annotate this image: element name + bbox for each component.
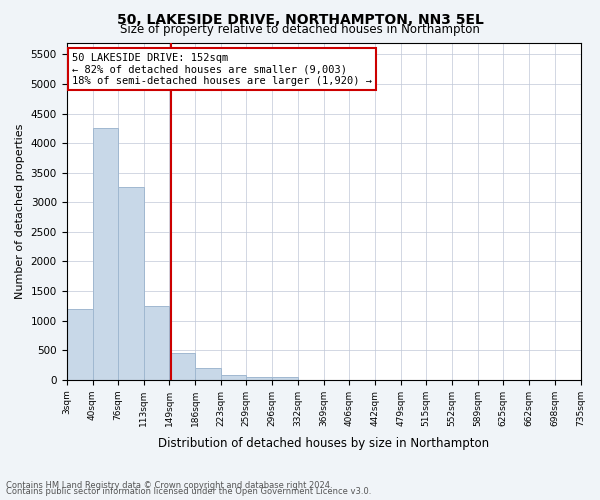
- Bar: [144, 306, 169, 380]
- Bar: [169, 353, 195, 380]
- Bar: [92, 128, 118, 380]
- Bar: [195, 368, 221, 380]
- Bar: [67, 309, 92, 380]
- X-axis label: Distribution of detached houses by size in Northampton: Distribution of detached houses by size …: [158, 437, 489, 450]
- Text: 50, LAKESIDE DRIVE, NORTHAMPTON, NN3 5EL: 50, LAKESIDE DRIVE, NORTHAMPTON, NN3 5EL: [116, 12, 484, 26]
- Bar: [221, 376, 246, 380]
- Y-axis label: Number of detached properties: Number of detached properties: [15, 124, 25, 299]
- Bar: [272, 377, 298, 380]
- Text: Contains HM Land Registry data © Crown copyright and database right 2024.: Contains HM Land Registry data © Crown c…: [6, 481, 332, 490]
- Bar: [118, 188, 144, 380]
- Bar: [246, 377, 272, 380]
- Text: Contains public sector information licensed under the Open Government Licence v3: Contains public sector information licen…: [6, 487, 371, 496]
- Text: 50 LAKESIDE DRIVE: 152sqm
← 82% of detached houses are smaller (9,003)
18% of se: 50 LAKESIDE DRIVE: 152sqm ← 82% of detac…: [71, 52, 371, 86]
- Text: Size of property relative to detached houses in Northampton: Size of property relative to detached ho…: [120, 22, 480, 36]
